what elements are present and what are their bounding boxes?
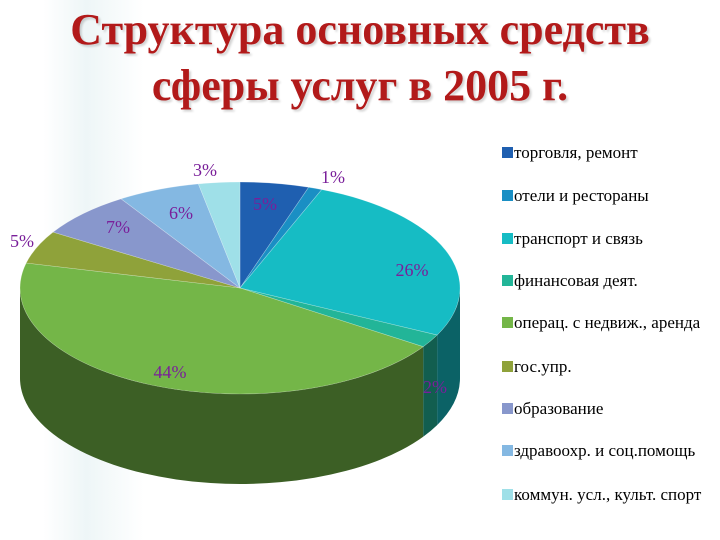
pie-slice-4 bbox=[19, 262, 424, 395]
chart-title-line-2: сферы услуг в 2005 г. bbox=[151, 61, 569, 110]
data-label-4: 44% bbox=[154, 362, 187, 382]
legend-item-7: здравоохр. и соц.помощь bbox=[502, 440, 712, 462]
legend-label: отели и рестораны bbox=[514, 186, 649, 205]
legend-label: транспорт и связь bbox=[514, 229, 643, 248]
legend-label: гос.упр. bbox=[514, 357, 572, 376]
legend-swatch bbox=[502, 275, 513, 286]
legend-item-4: операц. с недвиж., аренда bbox=[502, 312, 712, 334]
legend-swatch bbox=[502, 317, 513, 328]
data-label-6: 7% bbox=[106, 217, 130, 237]
data-label-3: 2% bbox=[423, 377, 447, 397]
legend-label: операц. с недвиж., аренда bbox=[514, 313, 701, 332]
pie-slice-1 bbox=[239, 186, 323, 289]
legend-item-3: финансовая деят. bbox=[502, 270, 712, 292]
legend-swatch bbox=[502, 147, 513, 158]
legend-label: торговля, ремонт bbox=[514, 143, 638, 162]
pie-slice-0 bbox=[239, 181, 310, 289]
pie-side-3 bbox=[423, 335, 438, 437]
chart-title-line-1: Структура основных средств bbox=[70, 5, 650, 54]
data-label-7: 6% bbox=[169, 203, 193, 223]
legend-item-2: транспорт и связь bbox=[502, 228, 712, 250]
data-label-5: 5% bbox=[10, 231, 34, 251]
legend-item-6: образование bbox=[502, 398, 712, 420]
legend-swatch bbox=[502, 233, 513, 244]
legend-item-1: отели и рестораны bbox=[502, 185, 712, 207]
pie-slice-6 bbox=[52, 198, 241, 289]
legend-swatch bbox=[502, 489, 513, 500]
data-label-8: 3% bbox=[193, 160, 217, 180]
legend-label: коммун. усл., культ. спорт bbox=[514, 485, 702, 504]
pie-slice-8 bbox=[197, 181, 241, 289]
chart-title: Структура основных средств сферы услуг в… bbox=[20, 2, 700, 114]
legend-label: здравоохр. и соц.помощь bbox=[514, 441, 696, 460]
legend-item-0: торговля, ремонт bbox=[502, 142, 712, 164]
legend-swatch bbox=[502, 361, 513, 372]
data-label-2: 26% bbox=[396, 260, 429, 280]
pie-side-2 bbox=[437, 288, 460, 426]
pie-slice-5 bbox=[25, 231, 241, 289]
data-label-1: 1% bbox=[321, 167, 345, 187]
legend-swatch bbox=[502, 190, 513, 201]
pie-side-4 bbox=[20, 288, 424, 485]
pie-slice-2 bbox=[239, 189, 461, 336]
legend-label: финансовая деят. bbox=[514, 271, 638, 290]
pie-slice-3 bbox=[239, 287, 438, 348]
legend-swatch bbox=[502, 403, 513, 414]
chart-legend: торговля, ремонт отели и рестораны транспо… bbox=[502, 0, 717, 540]
legend-swatch bbox=[502, 445, 513, 456]
legend-item-8: коммун. усл., культ. спорт bbox=[502, 484, 712, 506]
legend-label: образование bbox=[514, 399, 604, 418]
pie-slice-7 bbox=[120, 183, 241, 289]
data-label-0: 5% bbox=[253, 194, 277, 214]
legend-item-5: гос.упр. bbox=[502, 356, 712, 378]
